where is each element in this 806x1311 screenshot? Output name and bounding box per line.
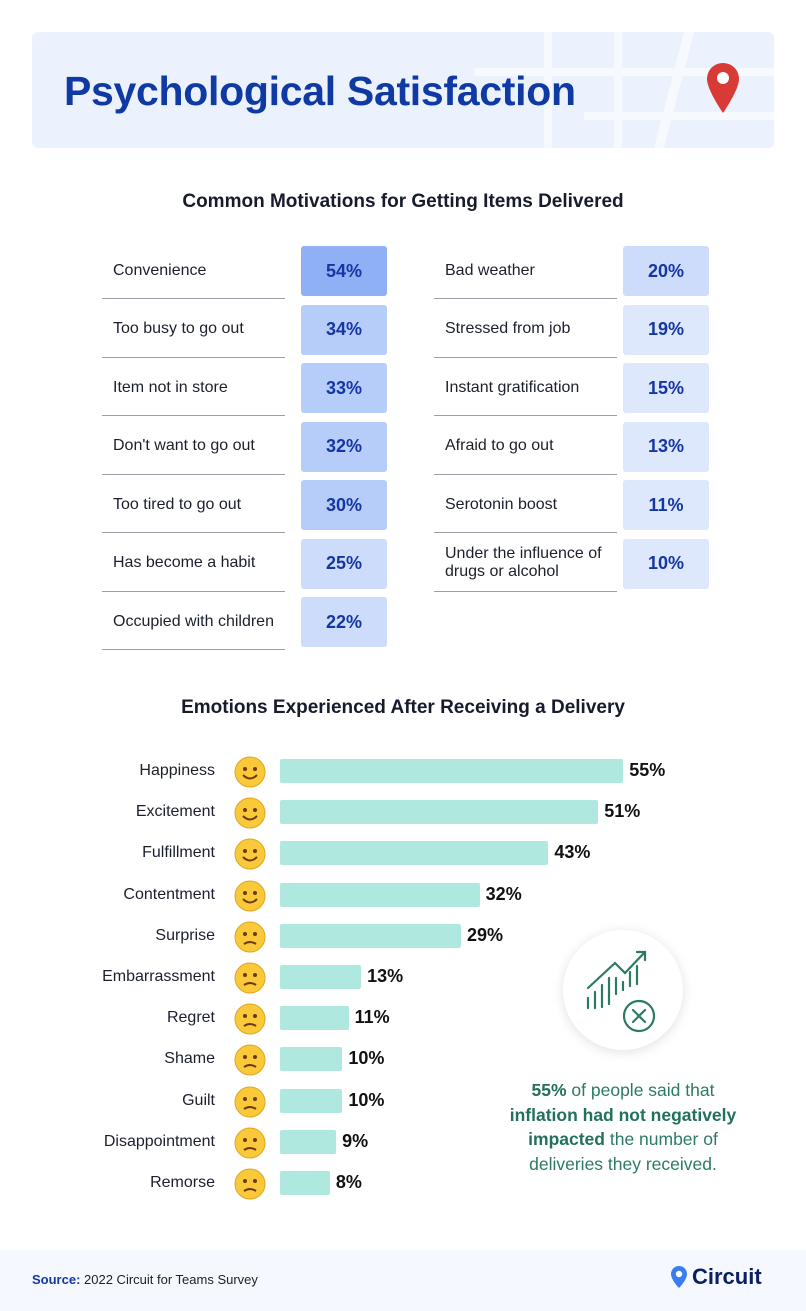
bar bbox=[280, 759, 624, 783]
chart-row: Excitement 51% bbox=[0, 797, 806, 829]
motivation-label: Convenience bbox=[102, 243, 285, 299]
value-label: 9% bbox=[342, 1130, 369, 1151]
motivation-label: Too tired to go out bbox=[102, 477, 285, 533]
bar bbox=[280, 882, 480, 907]
motivation-label: Under the influence of drugs or alcohol bbox=[434, 536, 617, 592]
category-label: Guilt bbox=[182, 1091, 215, 1109]
motivation-label: Bad weather bbox=[434, 243, 617, 299]
confounded-face-icon bbox=[234, 1086, 266, 1118]
category-label: Disappointment bbox=[103, 1132, 215, 1150]
motivation-value: 30% bbox=[301, 480, 387, 530]
category-label: Shame bbox=[164, 1050, 215, 1068]
motivation-value: 33% bbox=[301, 363, 387, 413]
chart-row: Fulfillment 43% bbox=[0, 838, 806, 870]
motivation-label: Serotonin boost bbox=[434, 477, 617, 533]
source-note: Source: 2022 Circuit for Teams Survey bbox=[32, 1272, 258, 1287]
map-pin-icon bbox=[707, 63, 739, 113]
footer: Source: 2022 Circuit for Teams Survey Ci… bbox=[0, 1250, 806, 1311]
value-label: 51% bbox=[604, 801, 641, 822]
motivation-value: 22% bbox=[301, 597, 387, 647]
bar bbox=[280, 1047, 343, 1072]
flushed-face-icon bbox=[234, 962, 266, 994]
motivation-value: 10% bbox=[623, 538, 709, 589]
motivation-value: 11% bbox=[623, 480, 709, 530]
surprised-face-icon bbox=[234, 921, 266, 953]
motivation-label: Don't want to go out bbox=[102, 419, 285, 475]
disappointed-face-icon bbox=[234, 1127, 266, 1159]
chart-row: Shame 10% bbox=[0, 1044, 806, 1076]
value-label: 29% bbox=[466, 924, 503, 945]
value-label: 32% bbox=[485, 883, 522, 904]
chart-row: Remorse 8% bbox=[0, 1168, 806, 1200]
peeking-face-icon bbox=[234, 1044, 266, 1076]
chart-row: Happiness 55% bbox=[0, 756, 806, 788]
map-background bbox=[474, 32, 774, 148]
motivation-label: Instant gratification bbox=[434, 360, 617, 416]
page-title: Psychological Satisfaction bbox=[64, 68, 576, 114]
value-label: 55% bbox=[629, 760, 666, 780]
logo-pin-icon bbox=[671, 1266, 687, 1288]
motivation-label: Occupied with children bbox=[102, 594, 285, 650]
bar bbox=[280, 800, 599, 825]
value-label: 10% bbox=[348, 1048, 385, 1069]
bar bbox=[280, 1006, 349, 1031]
relieved-face-icon bbox=[234, 880, 266, 912]
slightly-smiling-face-icon bbox=[234, 838, 266, 870]
category-label: Fulfillment bbox=[142, 844, 215, 862]
value-label: 10% bbox=[348, 1089, 385, 1110]
value-label: 43% bbox=[554, 842, 591, 863]
motivation-value: 25% bbox=[301, 538, 387, 589]
category-label: Surprise bbox=[155, 926, 215, 944]
motivation-value: 15% bbox=[623, 363, 709, 413]
bar bbox=[280, 1129, 337, 1154]
category-label: Embarrassment bbox=[102, 968, 215, 985]
category-label: Excitement bbox=[135, 803, 215, 821]
bar bbox=[280, 841, 549, 866]
tired-face-icon bbox=[234, 1168, 266, 1200]
motivation-value: 32% bbox=[301, 421, 387, 472]
motivations-title: Common Motivations for Getting Items Del… bbox=[182, 191, 624, 212]
motivation-value: 13% bbox=[623, 421, 709, 472]
bar bbox=[280, 965, 362, 989]
motivation-value: 19% bbox=[623, 304, 709, 355]
inflation-callout: 55% of people said that inflation had no… bbox=[509, 1080, 737, 1174]
value-label: 8% bbox=[335, 1172, 362, 1192]
motivation-label: Has become a habit bbox=[102, 536, 285, 592]
category-label: Remorse bbox=[150, 1174, 215, 1191]
bar bbox=[280, 1088, 343, 1113]
chart-row: Embarrassment 13% bbox=[0, 962, 806, 994]
circuit-logo: Circuit bbox=[670, 1264, 762, 1290]
motivation-label: Afraid to go out bbox=[434, 419, 617, 475]
chart-row: Contentment 32% bbox=[0, 880, 806, 912]
star-struck-face-icon bbox=[234, 797, 266, 829]
chart-row: Regret 11% bbox=[0, 1003, 806, 1035]
motivation-value: 34% bbox=[301, 304, 387, 355]
bar bbox=[280, 923, 461, 948]
emotions-chart-title: Emotions Experienced After Receiving a D… bbox=[181, 697, 625, 718]
motivation-label: Too busy to go out bbox=[102, 302, 285, 358]
category-label: Regret bbox=[166, 1009, 215, 1027]
grinning-face-icon bbox=[234, 756, 266, 788]
chart-row: Guilt 10% bbox=[0, 1086, 806, 1118]
value-label: 13% bbox=[367, 966, 404, 986]
motivation-value: 20% bbox=[623, 246, 709, 296]
chart-row: Surprise 29% bbox=[0, 921, 806, 953]
chart-growth-cancel-icon bbox=[586, 950, 656, 1033]
downcast-sweat-face-icon bbox=[234, 1003, 266, 1035]
header-banner: Psychological Satisfaction bbox=[32, 32, 774, 148]
chart-row: Disappointment 9% bbox=[0, 1127, 806, 1159]
category-label: Happiness bbox=[139, 762, 215, 779]
bar bbox=[280, 1171, 330, 1195]
motivation-value: 54% bbox=[301, 246, 387, 296]
callout-icon-circle bbox=[563, 930, 683, 1050]
value-label: 11% bbox=[354, 1007, 390, 1028]
category-label: Contentment bbox=[123, 885, 215, 903]
motivation-label: Item not in store bbox=[102, 360, 285, 416]
motivation-label: Stressed from job bbox=[434, 302, 617, 358]
